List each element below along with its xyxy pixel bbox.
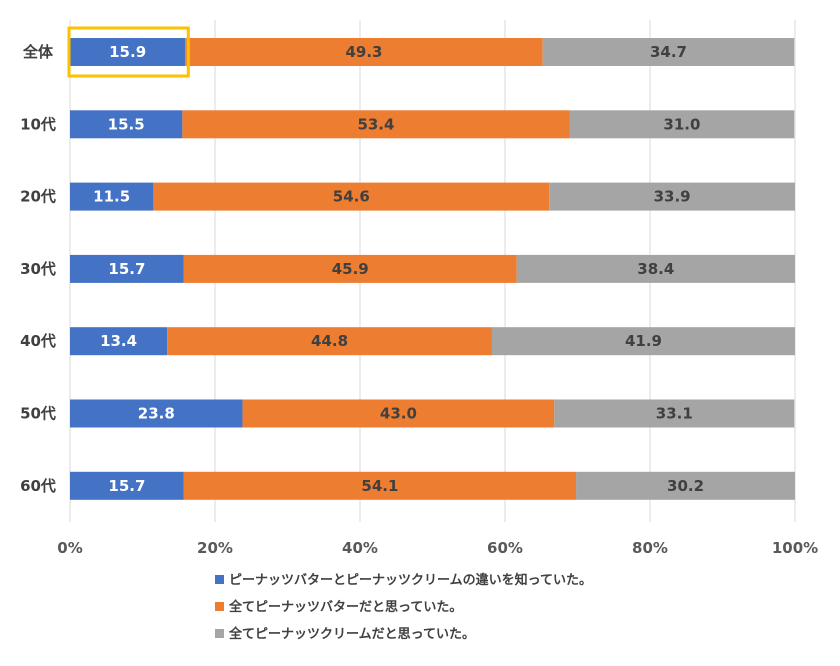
x-tick-label: 40%: [342, 539, 378, 557]
data-label: 15.9: [109, 43, 146, 61]
data-label: 15.7: [108, 477, 145, 495]
data-label: 31.0: [663, 115, 700, 133]
data-label: 49.3: [345, 43, 382, 61]
data-label: 53.4: [357, 115, 394, 133]
bar-segment: [70, 254, 184, 283]
category-label: 30代: [20, 260, 56, 278]
legend-label: 全てピーナッツバターだと思っていた。: [228, 599, 462, 615]
data-label: 38.4: [637, 260, 674, 278]
highlight-box: [67, 26, 190, 78]
bar-segment: [70, 110, 183, 139]
bar-segment: [569, 110, 795, 139]
data-label: 54.1: [361, 477, 398, 495]
data-label: 33.9: [654, 188, 691, 206]
x-axis-ticks: 0% 20% 40% 60% 80% 100%: [57, 539, 818, 557]
legend-label: 全てピーナッツクリームだと思っていた。: [228, 626, 475, 642]
bar-segment: [549, 182, 795, 211]
legend-label: ピーナッツバターとピーナッツクリームの違いを知っていた。: [229, 572, 592, 588]
bar-segment: [554, 399, 795, 428]
bar-segment: [153, 182, 550, 211]
bar-segment: [516, 254, 795, 283]
data-label: 34.7: [650, 43, 687, 61]
data-label: 30.2: [667, 477, 704, 495]
category-label: 60代: [20, 477, 56, 495]
legend-swatch: [215, 602, 224, 611]
bar-segment: [70, 471, 184, 500]
category-label: 40代: [20, 332, 56, 350]
legend-swatch: [215, 629, 224, 638]
category-label: 20代: [20, 188, 56, 206]
x-tick-label: 80%: [632, 539, 668, 557]
bar-segment: [185, 38, 543, 66]
x-tick-label: 60%: [487, 539, 523, 557]
bar-segment: [242, 399, 555, 428]
legend-swatch: [215, 575, 224, 584]
bar-segment: [183, 471, 577, 500]
x-tick-label: 100%: [772, 539, 818, 557]
data-label: 15.5: [108, 115, 145, 133]
bar-segment: [542, 38, 795, 66]
data-label: 41.9: [625, 332, 662, 350]
data-label: 44.8: [311, 332, 348, 350]
highlight-rect: [67, 26, 190, 78]
data-label: 33.1: [656, 405, 693, 423]
category-label: 10代: [20, 115, 56, 133]
category-label: 50代: [20, 405, 56, 423]
data-label: 43.0: [380, 405, 417, 423]
data-label: 54.6: [333, 188, 370, 206]
bar-segment: [491, 327, 795, 356]
bar-segment: [167, 327, 492, 356]
bar-segment: [70, 327, 168, 356]
bar-segment: [576, 471, 795, 500]
category-labels: 全体 10代 20代 30代 40代 50代 60代: [20, 43, 56, 495]
bar-segment: [183, 254, 517, 283]
category-label: 全体: [22, 43, 54, 61]
bars: [70, 38, 795, 500]
value-labels: 15.9 49.3 34.7 15.5 53.4 31.0 11.5 54.6 33.9 15.7…: [93, 43, 704, 495]
bar-segment: [70, 38, 186, 66]
data-label: 15.7: [108, 260, 145, 278]
bar-segment: [70, 399, 243, 428]
bar-segment: [70, 182, 154, 211]
data-label: 23.8: [138, 405, 175, 423]
data-label: 45.9: [332, 260, 369, 278]
legend: ピーナッツバターとピーナッツクリームの違いを知っていた。全てピーナッツバターだと…: [215, 572, 592, 642]
x-tick-label: 0%: [57, 539, 82, 557]
bar-segment: [182, 110, 570, 139]
x-tick-label: 20%: [197, 539, 233, 557]
data-label: 13.4: [100, 332, 137, 350]
data-label: 11.5: [93, 188, 130, 206]
